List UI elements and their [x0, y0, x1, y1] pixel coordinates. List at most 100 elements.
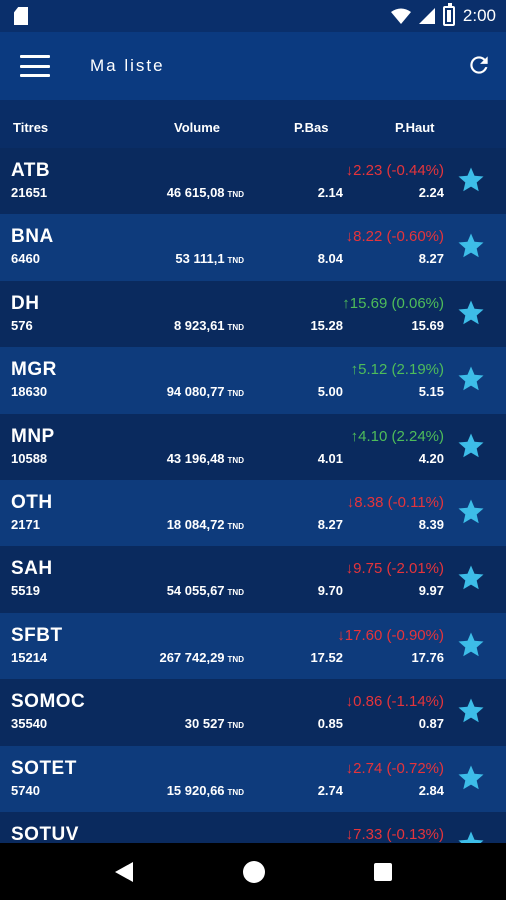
- stock-change: ↓2.74 (-0.72%): [345, 759, 444, 777]
- stock-ticker: SAH: [11, 558, 53, 580]
- favorite-star-icon[interactable]: [456, 431, 486, 461]
- stock-ticker: BNA: [11, 226, 54, 248]
- wifi-icon: [390, 8, 411, 24]
- stock-phaut: 8.39: [418, 516, 444, 532]
- stock-change: ↓9.75 (-2.01%): [345, 560, 444, 578]
- favorite-star-icon[interactable]: [456, 364, 486, 394]
- stock-row[interactable]: SOTUV ↓7.33 (-0.13%): [0, 811, 506, 843]
- status-bar: 2:00: [0, 0, 506, 32]
- recents-icon[interactable]: [373, 862, 393, 882]
- stock-pbas: 15.28: [310, 317, 343, 333]
- hamburger-menu-icon[interactable]: [20, 55, 50, 77]
- stock-change: ↑4.10 (2.24%): [350, 427, 444, 445]
- stock-change: ↑15.69 (0.06%): [342, 294, 444, 312]
- favorite-star-icon[interactable]: [456, 298, 486, 328]
- stock-pbas: 2.14: [317, 185, 343, 200]
- status-time: 2:00: [462, 6, 496, 25]
- stock-ticker: DH: [11, 292, 40, 314]
- stock-quantity: 6460: [11, 251, 40, 267]
- stock-row[interactable]: DH 576 8 923,61 TND ↑15.69 (0.06%) 15.28 …: [0, 280, 506, 348]
- column-pbas[interactable]: P.Bas: [294, 120, 329, 135]
- signal-icon: [418, 8, 435, 24]
- stock-pbas: 8.04: [317, 251, 343, 267]
- stock-row[interactable]: SOTET 5740 15 920,66 TND ↓2.74 (-0.72%) 2…: [0, 745, 506, 812]
- stock-row[interactable]: OTH 2171 18 084,72 TND ↓8.38 (-0.11%) 8.2…: [0, 479, 506, 547]
- stock-phaut: 2.84: [418, 782, 444, 798]
- stock-volume: 18 084,72 TND: [166, 516, 244, 532]
- stock-change: ↓2.23 (-0.44%): [345, 162, 444, 179]
- stock-row[interactable]: BNA 6460 53 111,1 TND ↓8.22 (-0.60%) 8.04…: [0, 214, 506, 281]
- favorite-star-icon[interactable]: [456, 696, 486, 726]
- stock-ticker: MNP: [11, 425, 55, 447]
- stock-pbas: 17.52: [310, 649, 343, 665]
- stock-volume: 46 615,08 TND: [166, 185, 244, 200]
- system-nav-bar: [0, 843, 506, 900]
- home-icon[interactable]: [242, 860, 266, 884]
- refresh-icon[interactable]: [466, 52, 492, 78]
- favorite-star-icon[interactable]: [456, 563, 486, 593]
- stock-quantity: 2171: [11, 516, 40, 532]
- stock-ticker: SOTET: [11, 757, 77, 779]
- stock-change: ↓8.22 (-0.60%): [345, 228, 444, 246]
- stock-phaut: 17.76: [411, 649, 444, 665]
- stock-ticker: MGR: [11, 359, 57, 381]
- stock-row[interactable]: MGR 18630 94 080,77 TND ↑5.12 (2.19%) 5.0…: [0, 347, 506, 414]
- column-header: Titres Volume P.Bas P.Haut: [0, 100, 506, 148]
- stock-quantity: 5519: [11, 583, 40, 599]
- stock-phaut: 0.87: [418, 716, 444, 732]
- stock-quantity: 5740: [11, 782, 40, 798]
- stock-ticker: SOMOC: [11, 691, 86, 713]
- stock-volume: 43 196,48 TND: [166, 450, 244, 466]
- favorite-star-icon[interactable]: [456, 763, 486, 793]
- stock-pbas: 2.74: [317, 782, 343, 798]
- stock-pbas: 4.01: [317, 450, 343, 466]
- stock-phaut: 5.15: [418, 384, 444, 400]
- stock-pbas: 5.00: [317, 384, 343, 400]
- favorite-star-icon[interactable]: [456, 630, 486, 660]
- battery-icon: [442, 3, 455, 26]
- stock-volume: 53 111,1 TND: [175, 251, 244, 267]
- back-icon[interactable]: [113, 860, 135, 884]
- stock-volume: 94 080,77 TND: [166, 384, 244, 400]
- stock-volume: 267 742,29 TND: [159, 649, 244, 665]
- favorite-star-icon[interactable]: [456, 497, 486, 527]
- stock-volume: 54 055,67 TND: [166, 583, 244, 599]
- stock-pbas: 0.85: [317, 716, 343, 732]
- stock-quantity: 18630: [11, 384, 48, 400]
- favorite-star-icon[interactable]: [456, 231, 486, 261]
- stock-ticker: ATB: [11, 160, 51, 181]
- stock-volume: 15 920,66 TND: [166, 782, 244, 798]
- column-titres[interactable]: Titres: [13, 120, 49, 135]
- stock-row[interactable]: MNP 10588 43 196,48 TND ↑4.10 (2.24%) 4.0…: [0, 413, 506, 480]
- stock-row[interactable]: ATB 21651 46 615,08 TND ↓2.23 (-0.44%) 2.…: [0, 148, 506, 215]
- stock-phaut: 15.69: [411, 317, 444, 333]
- stock-phaut: 8.27: [418, 251, 444, 267]
- stock-ticker: SOTUV: [11, 823, 79, 843]
- stock-row[interactable]: SAH 5519 54 055,67 TND ↓9.75 (-2.01%) 9.7…: [0, 546, 506, 613]
- stock-quantity: 21651: [11, 185, 48, 200]
- stock-change: ↓0.86 (-1.14%): [345, 693, 444, 711]
- page-title: Ma liste: [90, 56, 165, 75]
- stock-pbas: 9.70: [317, 583, 343, 599]
- app-bar: Ma liste: [0, 32, 506, 100]
- favorite-star-icon[interactable]: [456, 829, 486, 843]
- stock-volume: 30 527 TND: [184, 716, 244, 732]
- stock-change: ↑5.12 (2.19%): [350, 361, 444, 379]
- stock-phaut: 4.20: [418, 450, 444, 466]
- stock-change: ↓7.33 (-0.13%): [345, 825, 444, 843]
- stock-quantity: 35540: [11, 716, 48, 732]
- stock-volume: 8 923,61 TND: [173, 317, 244, 333]
- watchlist[interactable]: ATB 21651 46 615,08 TND ↓2.23 (-0.44%) 2.…: [0, 148, 506, 843]
- stock-change: ↓17.60 (-0.90%): [337, 626, 444, 644]
- column-volume[interactable]: Volume: [174, 120, 220, 135]
- stock-row[interactable]: SFBT 15214 267 742,29 TND ↓17.60 (-0.90%)…: [0, 612, 506, 680]
- stock-quantity: 10588: [11, 450, 48, 466]
- sd-card-icon: [14, 7, 28, 25]
- stock-pbas: 8.27: [317, 516, 343, 532]
- stock-ticker: SFBT: [11, 624, 63, 646]
- stock-row[interactable]: SOMOC 35540 30 527 TND ↓0.86 (-1.14%) 0.8…: [0, 679, 506, 746]
- column-phaut[interactable]: P.Haut: [395, 120, 435, 135]
- stock-phaut: 9.97: [418, 583, 444, 599]
- stock-quantity: 15214: [11, 649, 48, 665]
- favorite-star-icon[interactable]: [456, 165, 486, 195]
